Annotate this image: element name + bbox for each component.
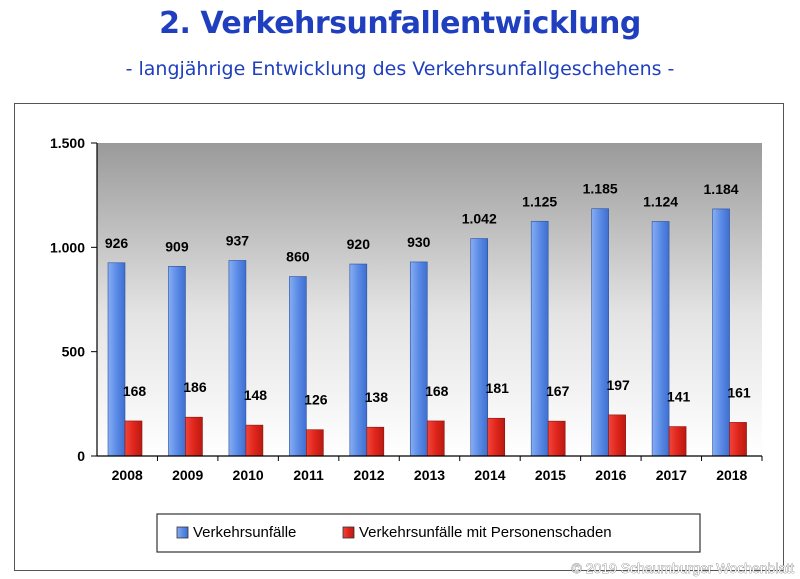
- y-axis: 0 500 1.000 1.500: [50, 135, 98, 464]
- data-label-verkehrsunfaelle: 1.124: [643, 193, 678, 209]
- y-tick-label: 500: [62, 344, 86, 360]
- legend-box: [156, 513, 701, 553]
- legend-swatch-series-2: [342, 526, 355, 539]
- bar-personenschaden: [668, 426, 687, 457]
- bar-personenschaden: [185, 416, 203, 457]
- legend-label-series-2: Verkehrsunfälle mit Personenschaden: [359, 524, 612, 541]
- data-label-verkehrsunfaelle: 1.184: [704, 181, 739, 197]
- data-label-personenschaden: 161: [727, 384, 751, 400]
- page-subtitle: - langjährige Entwicklung des Verkehrsun…: [125, 58, 675, 80]
- y-tick-label: 1.500: [50, 135, 85, 151]
- y-tick-label: 1.000: [50, 239, 85, 255]
- bar-verkehrsunfaelle: [651, 221, 670, 457]
- data-label-personenschaden: 141: [667, 389, 691, 405]
- bar-verkehrsunfaelle: [107, 262, 126, 457]
- plot-area: [97, 143, 762, 456]
- x-tick-label: 2016: [595, 467, 626, 483]
- data-label-verkehrsunfaelle: 1.042: [462, 211, 497, 227]
- bar-personenschaden: [487, 417, 506, 457]
- data-label-verkehrsunfaelle: 926: [105, 235, 129, 251]
- data-label-personenschaden: 186: [183, 379, 207, 395]
- bar-personenschaden: [729, 422, 747, 457]
- bar-personenschaden: [245, 424, 264, 457]
- x-axis: 2008 2009 2010 2011 2012 2013 2014 2015 2016 2017…: [97, 455, 763, 483]
- x-tick-label: 2015: [535, 467, 566, 483]
- bar-personenschaden: [306, 429, 324, 457]
- bar-verkehrsunfaelle: [289, 276, 307, 457]
- bar-personenschaden: [426, 420, 445, 457]
- legend: Verkehrsunfälle Verkehrsunfälle mit Pers…: [156, 513, 701, 553]
- x-tick-label: 2012: [353, 467, 384, 483]
- data-label-personenschaden: 168: [123, 383, 147, 399]
- legend-label-series-1: Verkehrsunfälle: [193, 524, 296, 541]
- x-tick-label: 2013: [414, 467, 445, 483]
- x-tick-label: 2014: [474, 467, 505, 483]
- legend-swatch-series-1: [176, 526, 189, 539]
- bar-verkehrsunfaelle: [591, 208, 609, 457]
- data-label-personenschaden: 167: [546, 383, 570, 399]
- bar-personenschaden: [608, 414, 626, 457]
- y-tick-label: 0: [77, 448, 85, 464]
- x-tick-label: 2018: [716, 467, 747, 483]
- data-label-personenschaden: 148: [244, 387, 268, 403]
- data-label-verkehrsunfaelle: 1.185: [583, 181, 618, 197]
- data-label-verkehrsunfaelle: 930: [407, 234, 431, 250]
- page-title: 2. Verkehrsunfallentwicklung: [159, 6, 641, 41]
- data-label-verkehrsunfaelle: 1.125: [522, 193, 557, 209]
- x-tick-label: 2009: [172, 467, 203, 483]
- bar-verkehrsunfaelle: [228, 260, 247, 457]
- bar-verkehrsunfaelle: [530, 220, 549, 457]
- x-tick-label: 2010: [233, 467, 264, 483]
- x-tick-label: 2008: [112, 467, 143, 483]
- bar-verkehrsunfaelle: [409, 261, 428, 457]
- data-label-personenschaden: 181: [486, 380, 510, 396]
- data-label-personenschaden: 126: [304, 392, 328, 408]
- bar-verkehrsunfaelle: [168, 266, 186, 457]
- x-tick-label: 2017: [656, 467, 687, 483]
- data-label-verkehrsunfaelle: 937: [226, 232, 250, 248]
- data-label-personenschaden: 197: [606, 377, 630, 393]
- bar-verkehrsunfaelle: [349, 263, 368, 457]
- data-label-personenschaden: 138: [365, 389, 389, 405]
- watermark: © 2019 Schaumburger Wochenblatt: [571, 560, 794, 576]
- bars: 926 168 909 186 937 148 860 126 920 138 930 168 1.04…: [105, 181, 751, 457]
- bar-personenschaden: [366, 426, 385, 457]
- data-label-verkehrsunfaelle: 909: [165, 238, 189, 254]
- bar-personenschaden: [124, 420, 143, 457]
- bar-verkehrsunfaelle: [712, 208, 730, 457]
- data-label-verkehrsunfaelle: 860: [286, 249, 310, 265]
- bar-personenschaden: [547, 420, 566, 457]
- bar-verkehrsunfaelle: [470, 238, 489, 457]
- x-tick-label: 2011: [293, 467, 324, 483]
- data-label-verkehrsunfaelle: 920: [347, 236, 371, 252]
- data-label-personenschaden: 168: [425, 383, 449, 399]
